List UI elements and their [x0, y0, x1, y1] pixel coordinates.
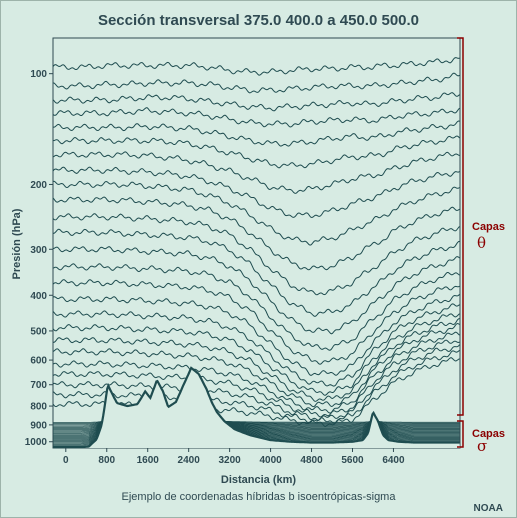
- theta-layer-line: [52, 344, 460, 421]
- theta-layer-line: [52, 303, 460, 387]
- x-axis-ticks: 0 800 1600 2400 3200 4000 4800 5600 6400: [63, 448, 405, 466]
- theta-layer-line: [52, 318, 460, 402]
- x-axis-label: Distancia (km): [220, 474, 297, 486]
- layer-brackets: [457, 37, 464, 448]
- theta-layer-line: [52, 331, 460, 414]
- theta-layer-line: [52, 228, 460, 317]
- x-tick-label: 1600: [137, 455, 160, 466]
- theta-layer-line: [52, 92, 460, 112]
- chart-title: Sección transversal 375.0 400.0 a 450.0 …: [97, 12, 420, 29]
- theta-layer-line: [52, 339, 460, 418]
- y-tick-label: 700: [30, 380, 47, 391]
- sigma-symbol: σ: [477, 437, 488, 455]
- theta-layer-line: [52, 213, 460, 296]
- x-tick-label: 800: [98, 455, 115, 466]
- x-tick-label: 2400: [178, 455, 201, 466]
- theta-layer-line: [52, 350, 460, 425]
- theta-layer-line: [52, 135, 460, 169]
- x-tick-label: 4800: [300, 455, 323, 466]
- theta-layer-line: [52, 120, 460, 147]
- x-tick-label: 0: [63, 455, 69, 466]
- terrain-surface: [53, 366, 460, 449]
- y-axis-ticks: 100 200 300 400 500 600 700 800 900 1000: [25, 69, 53, 448]
- theta-layer-line: [52, 107, 460, 128]
- theta-symbol: θ: [477, 234, 487, 252]
- sigma-bracket: [457, 420, 464, 448]
- x-tick-label: 5600: [341, 455, 364, 466]
- theta-layer-line: [52, 246, 460, 335]
- theta-layer-line: [52, 294, 460, 376]
- y-tick-label: 400: [30, 291, 47, 302]
- x-tick-label: 3200: [218, 455, 241, 466]
- y-tick-label: 200: [30, 180, 47, 191]
- theta-layer-line: [53, 72, 460, 94]
- theta-layer-line: [52, 322, 460, 408]
- terrain-group: [53, 366, 460, 449]
- y-tick-label: 300: [30, 245, 47, 256]
- theta-layer-line: [52, 279, 460, 365]
- y-tick-label: 900: [30, 420, 47, 431]
- y-axis-label: Presión (hPa): [11, 208, 23, 280]
- sigma-layers-label: Capas: [472, 428, 506, 440]
- y-tick-label: 600: [30, 356, 47, 367]
- theta-layer-line: [52, 57, 460, 76]
- theta-layer-line: [52, 151, 460, 194]
- theta-bracket: [457, 37, 464, 416]
- y-tick-label: 800: [30, 402, 47, 413]
- y-tick-label: 500: [30, 326, 47, 337]
- y-tick-label: 100: [30, 69, 47, 80]
- theta-layers-label: Capas: [472, 221, 506, 233]
- theta-layer-line: [52, 180, 460, 246]
- x-tick-label: 6400: [382, 455, 405, 466]
- y-tick-label: 1000: [25, 437, 48, 448]
- theta-layer-line: [52, 166, 460, 219]
- theta-layer-line: [52, 313, 460, 396]
- credit-label: NOAA: [473, 503, 503, 514]
- theta-layer-line: [52, 196, 460, 271]
- chart-caption: Ejemplo de coordenadas híbridas b isoent…: [121, 491, 396, 503]
- x-tick-label: 4000: [259, 455, 282, 466]
- theta-layer-lines: [52, 57, 460, 428]
- theta-layer-line: [52, 263, 460, 351]
- theta-layer-line: [52, 357, 460, 428]
